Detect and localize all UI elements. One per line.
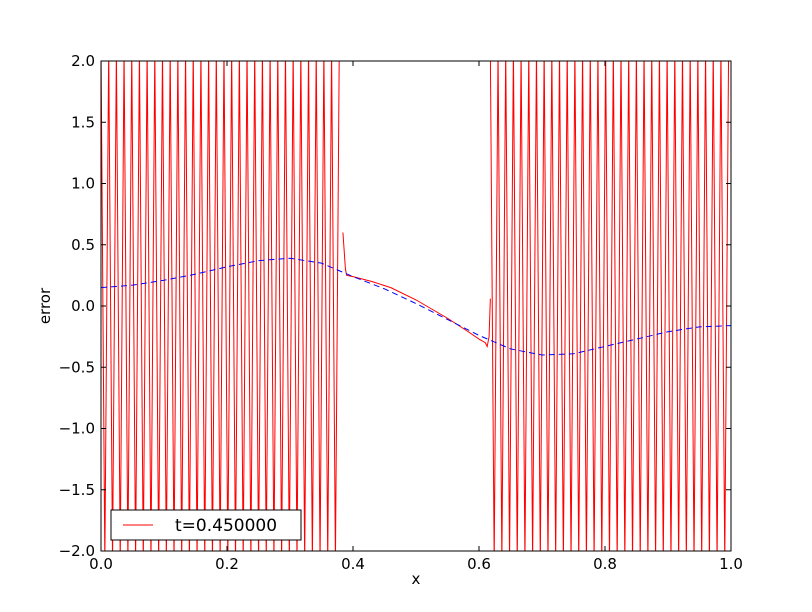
y-tick-label: −1.5 — [59, 481, 95, 499]
x-tick-label: 0.6 — [467, 555, 491, 573]
legend: t=0.450000 — [110, 509, 302, 541]
y-tick-label: −0.5 — [59, 358, 95, 376]
y-tick-label: 2.0 — [71, 52, 95, 70]
x-tick-label: 1.0 — [719, 555, 743, 573]
y-tick-label: 1.0 — [71, 175, 95, 193]
x-tick-label: 0.0 — [89, 555, 113, 573]
y-tick-label: −1.0 — [59, 420, 95, 438]
x-tick-label: 0.2 — [215, 555, 239, 573]
series-layer — [101, 61, 731, 551]
series-red-line — [342, 232, 491, 348]
y-tick-label: −2.0 — [59, 542, 95, 560]
x-axis-label: x — [412, 570, 421, 588]
y-axis-label: error — [36, 287, 54, 324]
series-red-oscillation-0 — [101, 61, 340, 551]
y-tick-label: 1.5 — [71, 113, 95, 131]
y-tick-label: 0.5 — [71, 236, 95, 254]
x-tick-label: 0.8 — [593, 555, 617, 573]
x-tick-label: 0.4 — [341, 555, 365, 573]
legend-label: t=0.450000 — [175, 516, 277, 536]
ticks-layer: 0.0 0.2 0.4 0.6 0.8 1.0 −2.0 −1.5 −1.0 −0.5 0.0 0.5… — [59, 52, 743, 573]
series-red-oscillation-1 — [489, 61, 730, 551]
y-tick-label: 0.0 — [71, 297, 95, 315]
